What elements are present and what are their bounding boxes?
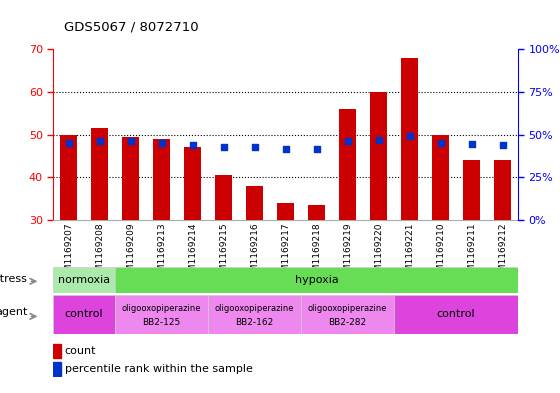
Bar (53, 362, 60, 376)
Text: control: control (65, 309, 104, 320)
Bar (394, 295, 518, 334)
Text: BB2-125: BB2-125 (143, 318, 181, 327)
Text: percentile rank within the sample: percentile rank within the sample (64, 364, 253, 374)
Bar (463, 160, 480, 220)
Point (467, 141, 476, 147)
Bar (53, 267, 115, 293)
Point (219, 143, 228, 150)
Text: BB2-162: BB2-162 (236, 318, 274, 327)
Text: oligooxopiperazine: oligooxopiperazine (122, 304, 202, 313)
Point (405, 133, 414, 140)
Bar (53, 295, 115, 334)
Bar (53, 344, 60, 358)
Bar (494, 160, 511, 220)
Text: GDS5067 / 8072710: GDS5067 / 8072710 (64, 20, 199, 33)
Bar (153, 139, 170, 220)
Text: control: control (437, 309, 475, 320)
Bar (246, 186, 263, 220)
Point (250, 143, 259, 150)
Point (374, 137, 383, 143)
Point (498, 142, 507, 148)
Point (157, 140, 166, 146)
Bar (401, 58, 418, 220)
Bar (215, 175, 232, 220)
Text: hypoxia: hypoxia (295, 275, 338, 285)
Text: count: count (64, 346, 96, 356)
Point (64, 140, 73, 146)
Bar (122, 137, 139, 220)
Bar (301, 295, 394, 334)
Bar (277, 203, 294, 220)
Point (126, 138, 135, 145)
Text: normoxia: normoxia (58, 275, 110, 285)
Bar (208, 295, 301, 334)
Bar (339, 109, 356, 220)
Point (281, 146, 290, 152)
Point (188, 142, 197, 148)
Point (95, 138, 104, 145)
Bar (60, 134, 77, 220)
Point (436, 140, 445, 146)
Bar (115, 267, 518, 293)
Bar (184, 147, 201, 220)
Bar (370, 92, 387, 220)
Text: oligooxopiperazine: oligooxopiperazine (215, 304, 295, 313)
Bar (308, 205, 325, 220)
Text: oligooxopiperazine: oligooxopiperazine (308, 304, 388, 313)
Bar (115, 295, 208, 334)
Bar (432, 134, 449, 220)
Text: stress: stress (0, 274, 28, 284)
Point (312, 146, 321, 152)
Text: BB2-282: BB2-282 (329, 318, 367, 327)
Text: agent: agent (0, 307, 28, 318)
Point (343, 138, 352, 145)
Bar (91, 128, 108, 220)
